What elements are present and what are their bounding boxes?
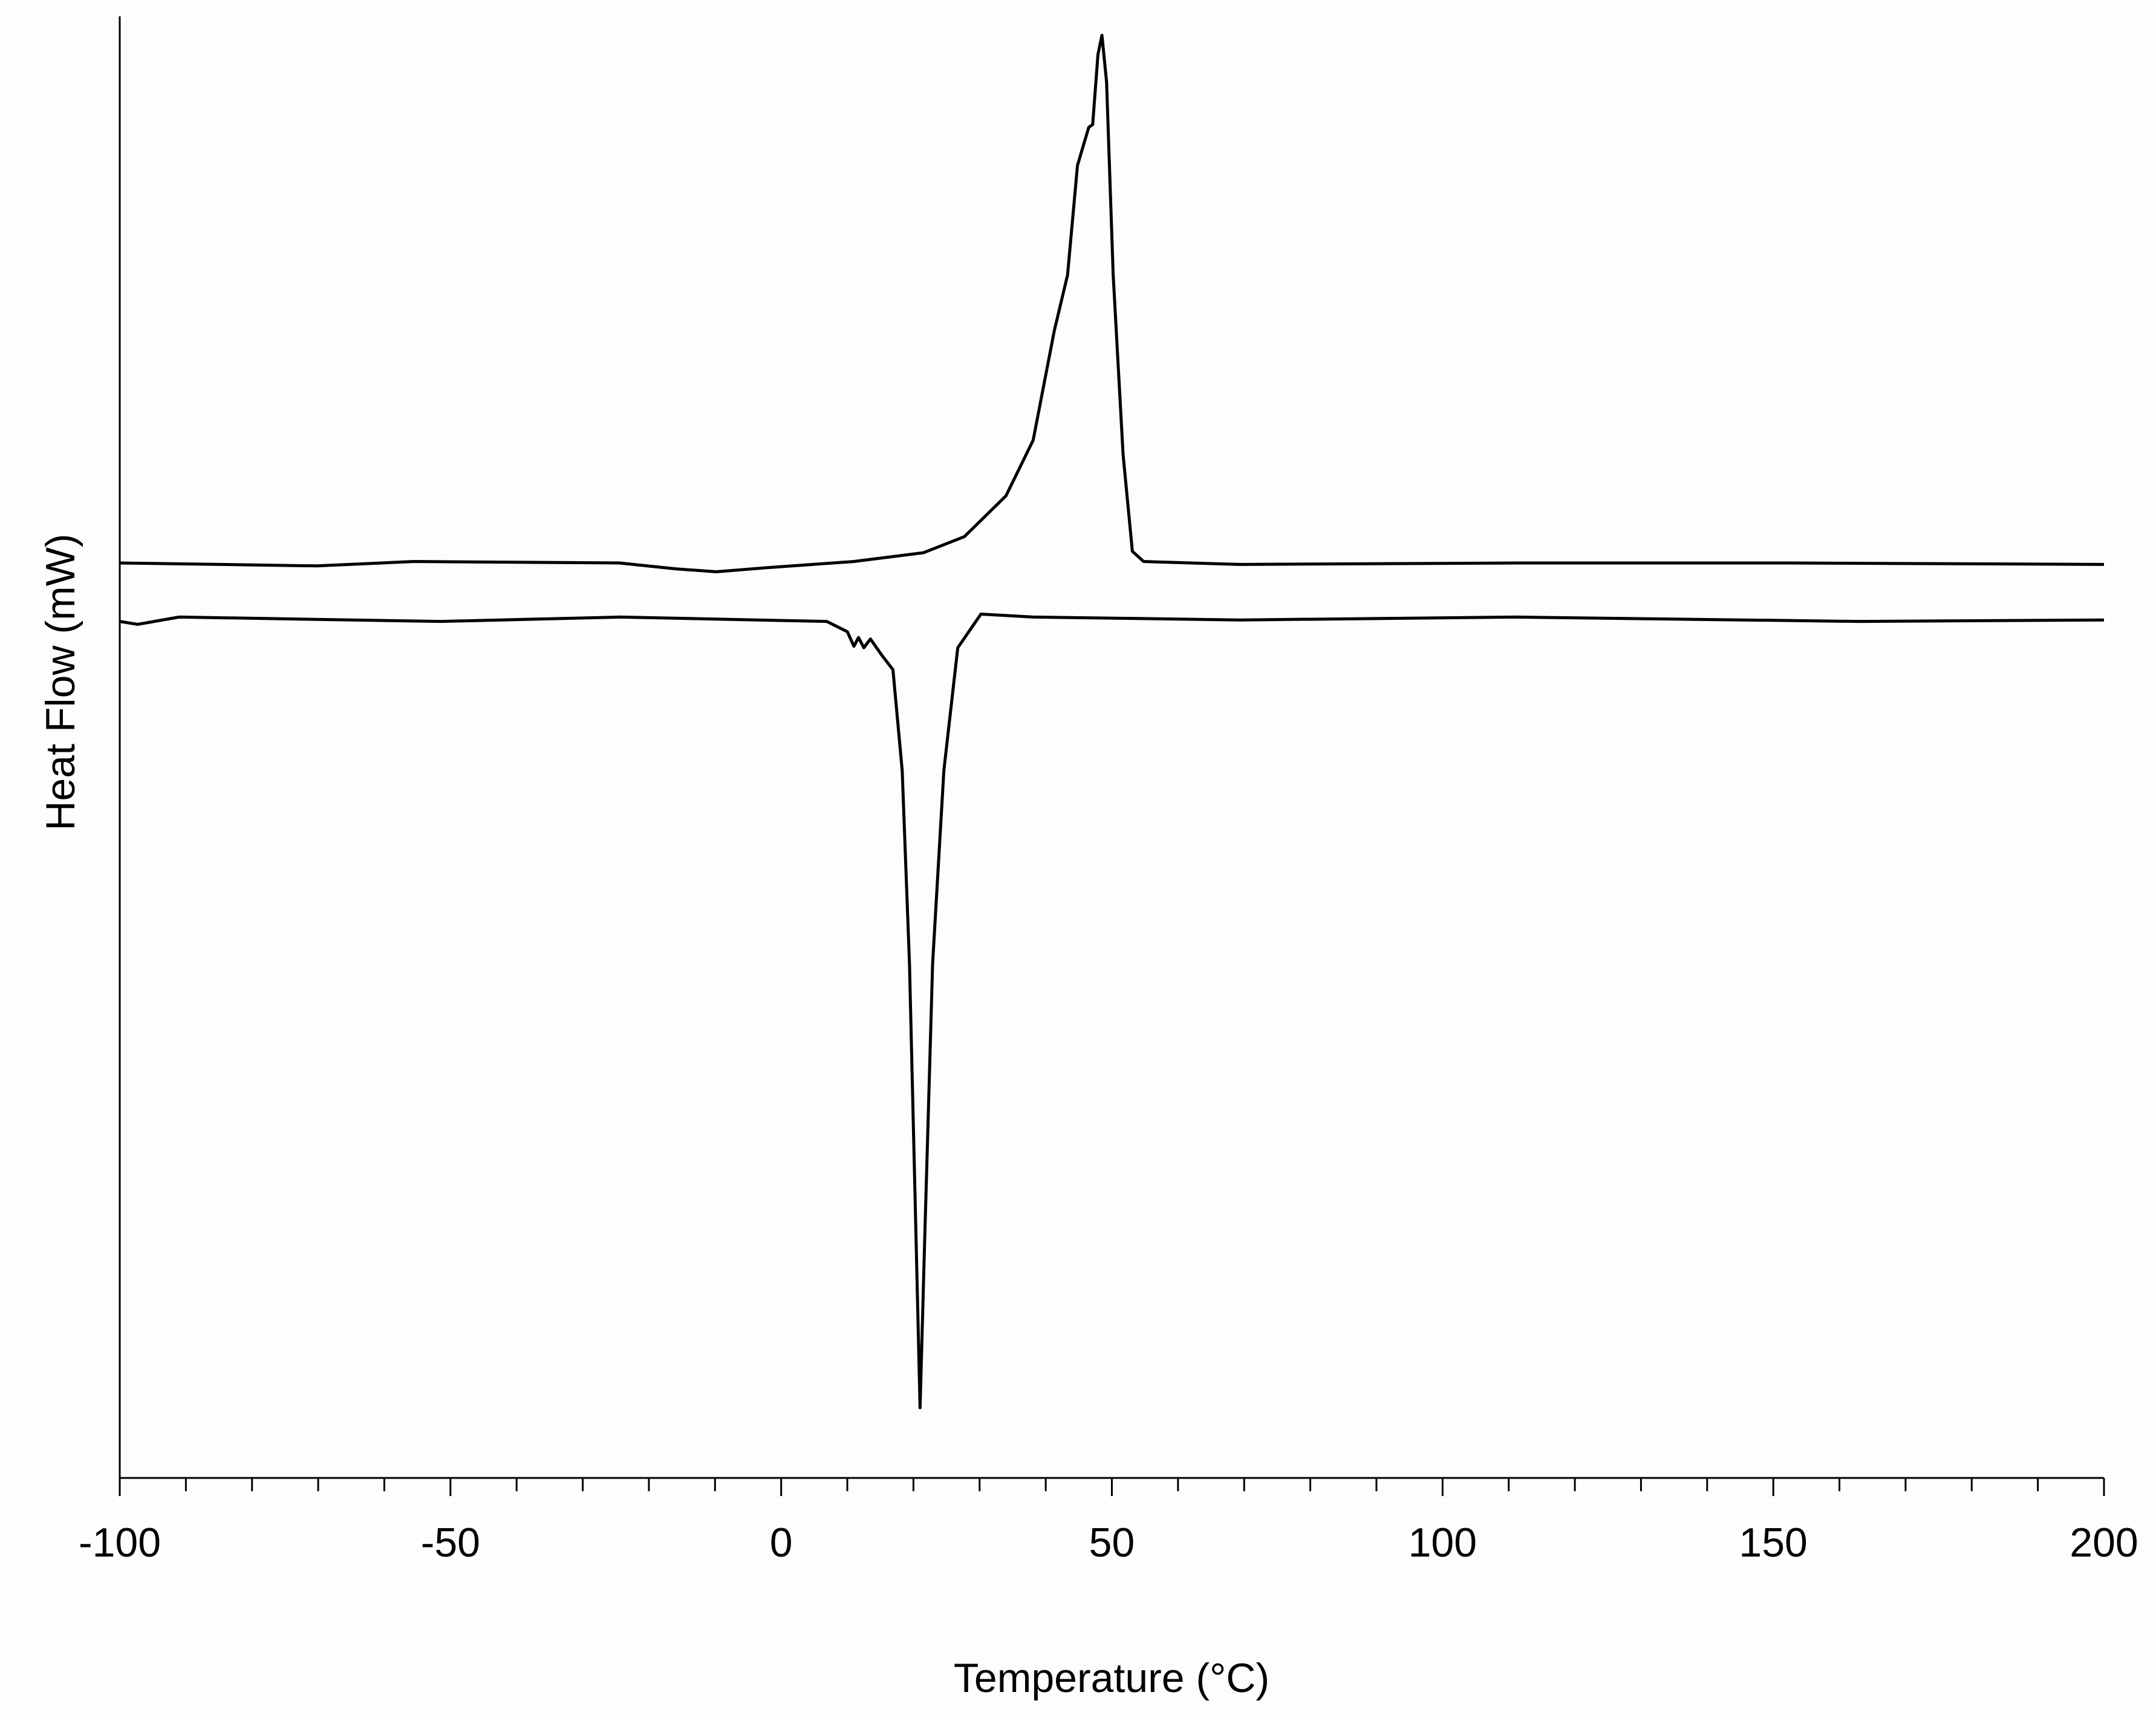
x-tick-label: 150 bbox=[1739, 1520, 1807, 1566]
line-series bbox=[119, 613, 2105, 1410]
x-tick-label: -100 bbox=[79, 1520, 161, 1566]
x-tick-label: 200 bbox=[2070, 1520, 2138, 1566]
x-tick-label: 50 bbox=[1089, 1520, 1135, 1566]
x-tick-label: 0 bbox=[770, 1520, 793, 1566]
x-tick-label: -50 bbox=[421, 1520, 480, 1566]
line-series bbox=[119, 33, 2105, 573]
x-tick-label: 100 bbox=[1409, 1520, 1477, 1566]
y-axis-title: Heat Flow (mW) bbox=[37, 533, 83, 830]
x-axis-title: Temperature (°C) bbox=[954, 1655, 1269, 1701]
